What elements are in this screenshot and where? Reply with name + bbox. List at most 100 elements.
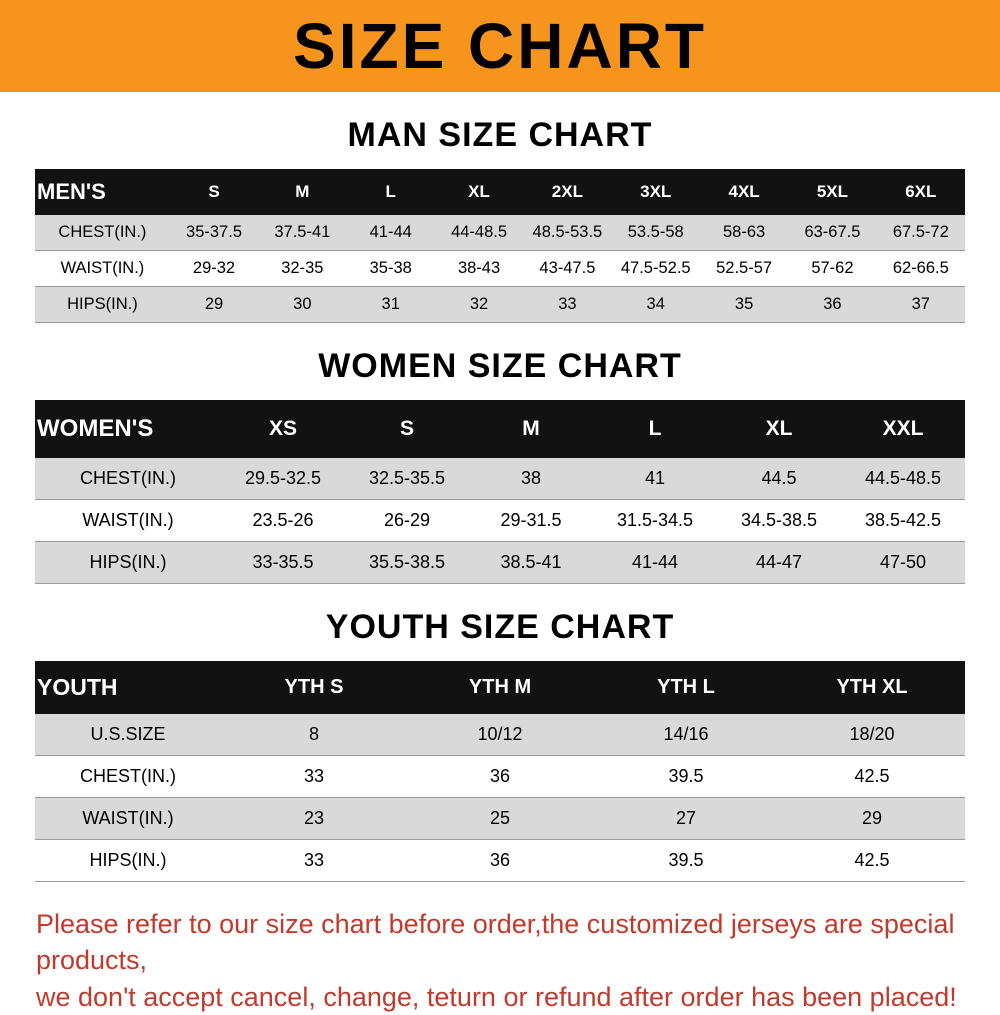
data-cell: 33 xyxy=(303,766,325,786)
column-header: 5XL xyxy=(788,169,877,215)
table-row: WAIST(IN.) 23 25 27 29 xyxy=(35,797,965,840)
data-cell: 42.5 xyxy=(854,766,890,786)
data-cell: 57-62 xyxy=(811,259,854,277)
column-header: 6XL xyxy=(876,169,965,215)
table-row: CHEST(IN.) 29.5-32.5 32.5-35.5 38 41 44.5 44.5… xyxy=(35,458,965,500)
section-heading-men: MAN SIZE CHART xyxy=(347,116,653,154)
youth-size-table: YOUTH YTH S YTH M YTH L YTH XL U.S.SIZE 8 10/12… xyxy=(35,661,965,882)
data-cell: 41 xyxy=(644,468,666,488)
data-cell: 33 xyxy=(303,850,325,870)
section-youth: YOUTH SIZE CHART YOUTH YTH S YTH M YTH L YTH… xyxy=(0,608,1000,882)
data-cell: 38-43 xyxy=(457,259,501,277)
data-cell: 34 xyxy=(646,295,665,313)
row-label: WAIST(IN.) xyxy=(82,808,174,828)
column-header: 4XL xyxy=(699,169,789,215)
data-cell: 35-37.5 xyxy=(186,223,242,241)
men-size-table: MEN'S S M L XL 2XL 3XL 4XL 5XL 6XL CHEST(IN.) 35-37… xyxy=(35,169,965,323)
table-corner-label: MEN'S xyxy=(35,169,170,215)
data-cell: 37 xyxy=(911,295,930,313)
table-row: U.S.SIZE 8 10/12 14/16 18/20 xyxy=(35,714,965,756)
section-heading-youth: YOUTH SIZE CHART xyxy=(325,608,675,646)
data-cell: 14/16 xyxy=(663,724,709,744)
column-header: M xyxy=(469,400,593,458)
data-cell: 67.5-72 xyxy=(892,223,949,241)
banner: SIZE CHART xyxy=(0,0,1000,92)
data-cell: 63-67.5 xyxy=(804,223,861,241)
data-cell: 36 xyxy=(823,295,842,313)
column-header: S xyxy=(345,400,469,458)
column-header: L xyxy=(346,169,435,215)
data-cell: 38 xyxy=(520,468,542,488)
data-cell: 44-48.5 xyxy=(451,223,508,241)
data-cell: 44.5 xyxy=(761,468,797,488)
column-header: YTH S xyxy=(221,661,407,714)
data-cell: 33 xyxy=(558,295,577,313)
row-label: HIPS(IN.) xyxy=(67,295,138,313)
data-cell: 36 xyxy=(489,850,511,870)
data-cell: 47-50 xyxy=(879,552,927,572)
column-header: M xyxy=(258,169,347,215)
data-cell: 38.5-42.5 xyxy=(864,510,942,530)
table-header-row: YOUTH YTH S YTH M YTH L YTH XL xyxy=(35,661,965,714)
row-label: U.S.SIZE xyxy=(90,724,166,744)
data-cell: 32 xyxy=(469,295,489,313)
data-cell: 23 xyxy=(303,808,325,828)
data-cell: 8 xyxy=(308,724,319,744)
column-header: L xyxy=(593,400,717,458)
section-men: MAN SIZE CHART MEN'S S M L XL 2XL 3XL 4XL 5XL 6XL… xyxy=(0,116,1000,323)
data-cell: 35 xyxy=(734,295,754,313)
data-cell: 38.5-41 xyxy=(500,552,562,572)
row-label: HIPS(IN.) xyxy=(89,850,167,870)
data-cell: 35.5-38.5 xyxy=(368,552,446,572)
data-cell: 62-66.5 xyxy=(892,259,949,277)
table-corner-label: YOUTH xyxy=(35,661,221,714)
section-women: WOMEN SIZE CHART WOMEN'S XS S M L XL XXL CHEST(… xyxy=(0,347,1000,584)
data-cell: 29 xyxy=(861,808,883,828)
data-cell: 31.5-34.5 xyxy=(616,510,694,530)
data-cell: 48.5-53.5 xyxy=(532,223,603,241)
data-cell: 30 xyxy=(293,295,312,313)
data-cell: 29-31.5 xyxy=(500,510,562,530)
data-cell: 36 xyxy=(489,766,511,786)
row-label: HIPS(IN.) xyxy=(89,552,167,572)
data-cell: 18/20 xyxy=(849,724,895,744)
data-cell: 43-47.5 xyxy=(539,259,596,277)
row-label: CHEST(IN.) xyxy=(80,468,176,488)
data-cell: 32-35 xyxy=(281,259,324,277)
data-cell: 47.5-52.5 xyxy=(620,259,691,277)
data-cell: 23.5-26 xyxy=(252,510,314,530)
data-cell: 29.5-32.5 xyxy=(244,468,322,488)
table-row: CHEST(IN.) 35-37.5 37.5-41 41-44 44-48.5 48.5… xyxy=(35,215,965,251)
data-cell: 53.5-58 xyxy=(627,223,684,241)
data-cell: 41-44 xyxy=(369,223,412,241)
row-label: WAIST(IN.) xyxy=(82,510,174,530)
data-cell: 44-47 xyxy=(755,552,803,572)
data-cell: 44.5-48.5 xyxy=(864,468,942,488)
row-label: CHEST(IN.) xyxy=(80,766,176,786)
data-cell: 25 xyxy=(489,808,511,828)
footer-note: Please refer to our size chart before or… xyxy=(36,906,1000,1015)
table-row: WAIST(IN.) 23.5-26 26-29 29-31.5 31.5-34.5 34… xyxy=(35,499,965,542)
column-header: XL xyxy=(717,400,841,458)
data-cell: 27 xyxy=(675,808,697,828)
row-label: CHEST(IN.) xyxy=(58,223,147,241)
column-header: XL xyxy=(434,169,524,215)
data-cell: 58-63 xyxy=(722,223,766,241)
data-cell: 42.5 xyxy=(854,850,890,870)
column-header: XXL xyxy=(841,400,965,458)
column-header: YTH M xyxy=(407,661,593,714)
data-cell: 32.5-35.5 xyxy=(368,468,446,488)
data-cell: 41-44 xyxy=(631,552,679,572)
banner-title: SIZE CHART xyxy=(293,10,707,82)
data-cell: 39.5 xyxy=(668,766,704,786)
women-size-table: WOMEN'S XS S M L XL XXL CHEST(IN.) 29.5-32.5 32.5… xyxy=(35,400,965,584)
table-corner-label: WOMEN'S xyxy=(35,400,221,458)
data-cell: 29 xyxy=(204,295,224,313)
data-cell: 31 xyxy=(381,295,400,313)
column-header: YTH L xyxy=(593,661,779,714)
data-cell: 29-32 xyxy=(192,259,236,277)
data-cell: 26-29 xyxy=(383,510,431,530)
table-row: HIPS(IN.) 29 30 31 32 33 34 35 36 37 xyxy=(35,286,965,323)
table-row: HIPS(IN.) 33 36 39.5 42.5 xyxy=(35,839,965,882)
